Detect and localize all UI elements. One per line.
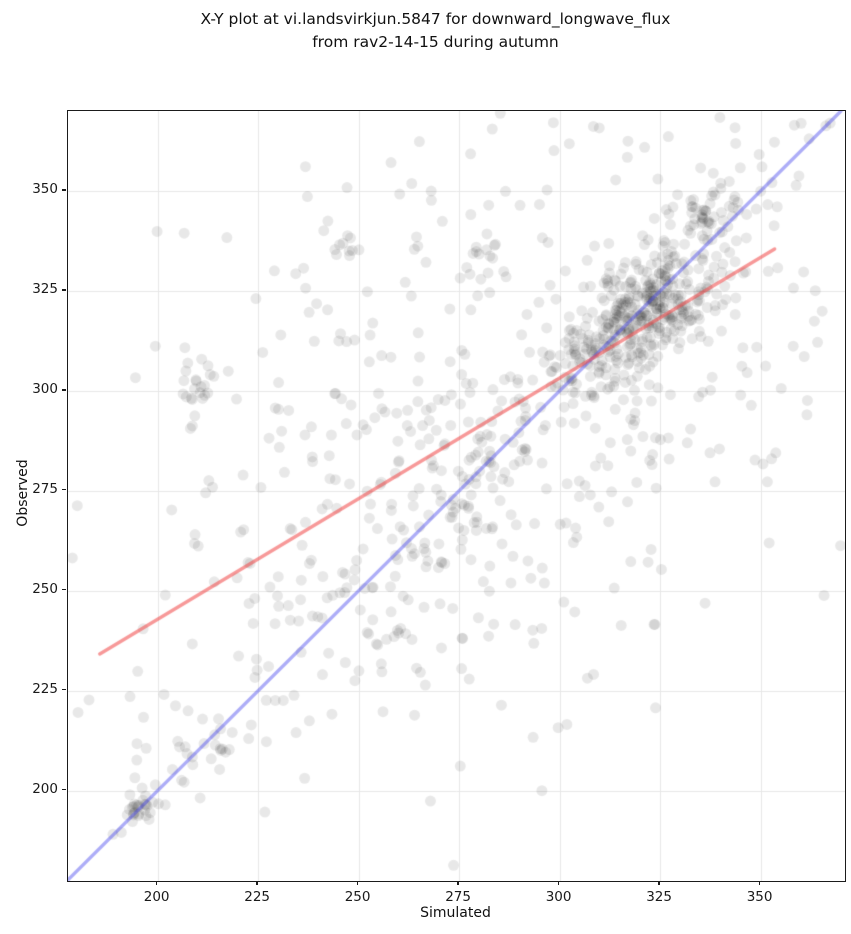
y-tick-mark-225 — [61, 689, 66, 691]
x-tick-label-350: 350 — [746, 889, 773, 905]
x-tick-label-225: 225 — [244, 889, 271, 905]
y-tick-mark-350 — [61, 189, 66, 191]
y-tick-label-300: 300 — [32, 380, 58, 397]
x-tick-label-200: 200 — [143, 889, 170, 905]
y-tick-label-350: 350 — [32, 180, 58, 197]
x-tick-mark-200 — [155, 881, 158, 886]
x-tick-mark-225 — [256, 881, 258, 886]
x-tick-label-250: 250 — [344, 889, 371, 905]
x-tick-label-300: 300 — [545, 889, 572, 905]
x-tick-label-325: 325 — [646, 889, 672, 905]
y-tick-mark-325 — [61, 289, 66, 291]
plot-canvas — [68, 111, 845, 881]
y-tick-label-325: 325 — [32, 280, 58, 297]
x-tick-label-275: 275 — [445, 889, 471, 905]
plot-title-line1: X-Y plot at vi.landsvirkjun.5847 for dow… — [200, 10, 671, 28]
y-tick-mark-275 — [61, 489, 66, 491]
x-tick-mark-300 — [557, 881, 560, 886]
y-tick-mark-200 — [61, 788, 66, 791]
plot-title-line2: from rav2-14-15 during autumn — [312, 33, 559, 51]
y-tick-mark-300 — [61, 389, 66, 391]
y-tick-label-200: 200 — [32, 780, 58, 797]
x-axis-label: Simulated — [420, 905, 491, 921]
plot-title: X-Y plot at vi.landsvirkjun.5847 for dow… — [20, 8, 851, 54]
x-tick-mark-350 — [758, 881, 761, 886]
y-axis-label: Observed — [15, 459, 31, 527]
x-tick-mark-250 — [356, 881, 359, 886]
plot-area — [67, 110, 846, 882]
x-tick-mark-325 — [658, 881, 660, 886]
y-tick-label-250: 250 — [32, 580, 58, 597]
y-tick-mark-250 — [61, 589, 66, 591]
x-tick-mark-275 — [457, 881, 459, 886]
y-tick-label-275: 275 — [32, 480, 58, 497]
y-tick-label-225: 225 — [32, 680, 58, 697]
